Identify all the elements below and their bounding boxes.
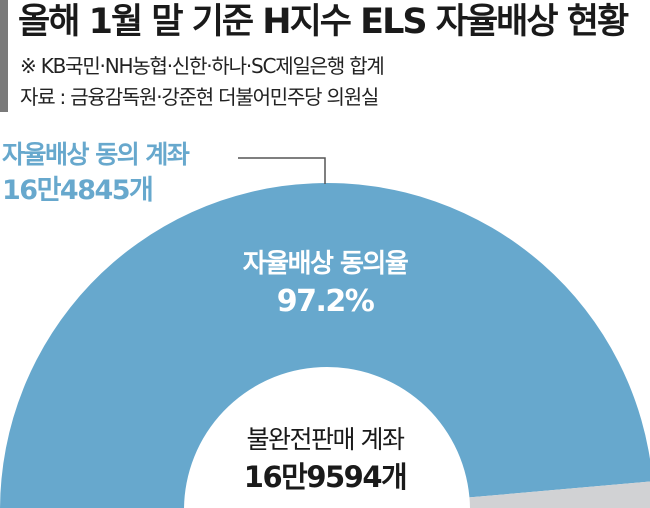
- agree-slice: [0, 183, 650, 508]
- chart-note: ※ KB국민·NH농협·신한·하나·SC제일은행 합계: [20, 54, 385, 78]
- chart-title: 올해 1월 말 기준 H지수 ELS 자율배상 현황: [18, 2, 629, 42]
- chart-source: 자료 : 금융감독원·강준현 더불어민주당 의원실: [20, 85, 379, 109]
- agree-accounts-value: 16만4845개: [2, 175, 154, 206]
- title-accent-bar: [0, 0, 8, 112]
- agree-accounts-label: 자율배상 동의 계좌: [2, 140, 190, 169]
- agree-rate-value: 97.2%: [276, 284, 375, 319]
- leader-line: [238, 157, 326, 184]
- missold-accounts-value: 16만9594개: [243, 460, 408, 494]
- remaining-slice: [469, 481, 650, 508]
- agree-rate-label: 자율배상 동의율: [242, 249, 409, 279]
- missold-accounts-label: 불완전판매 계좌: [246, 425, 405, 454]
